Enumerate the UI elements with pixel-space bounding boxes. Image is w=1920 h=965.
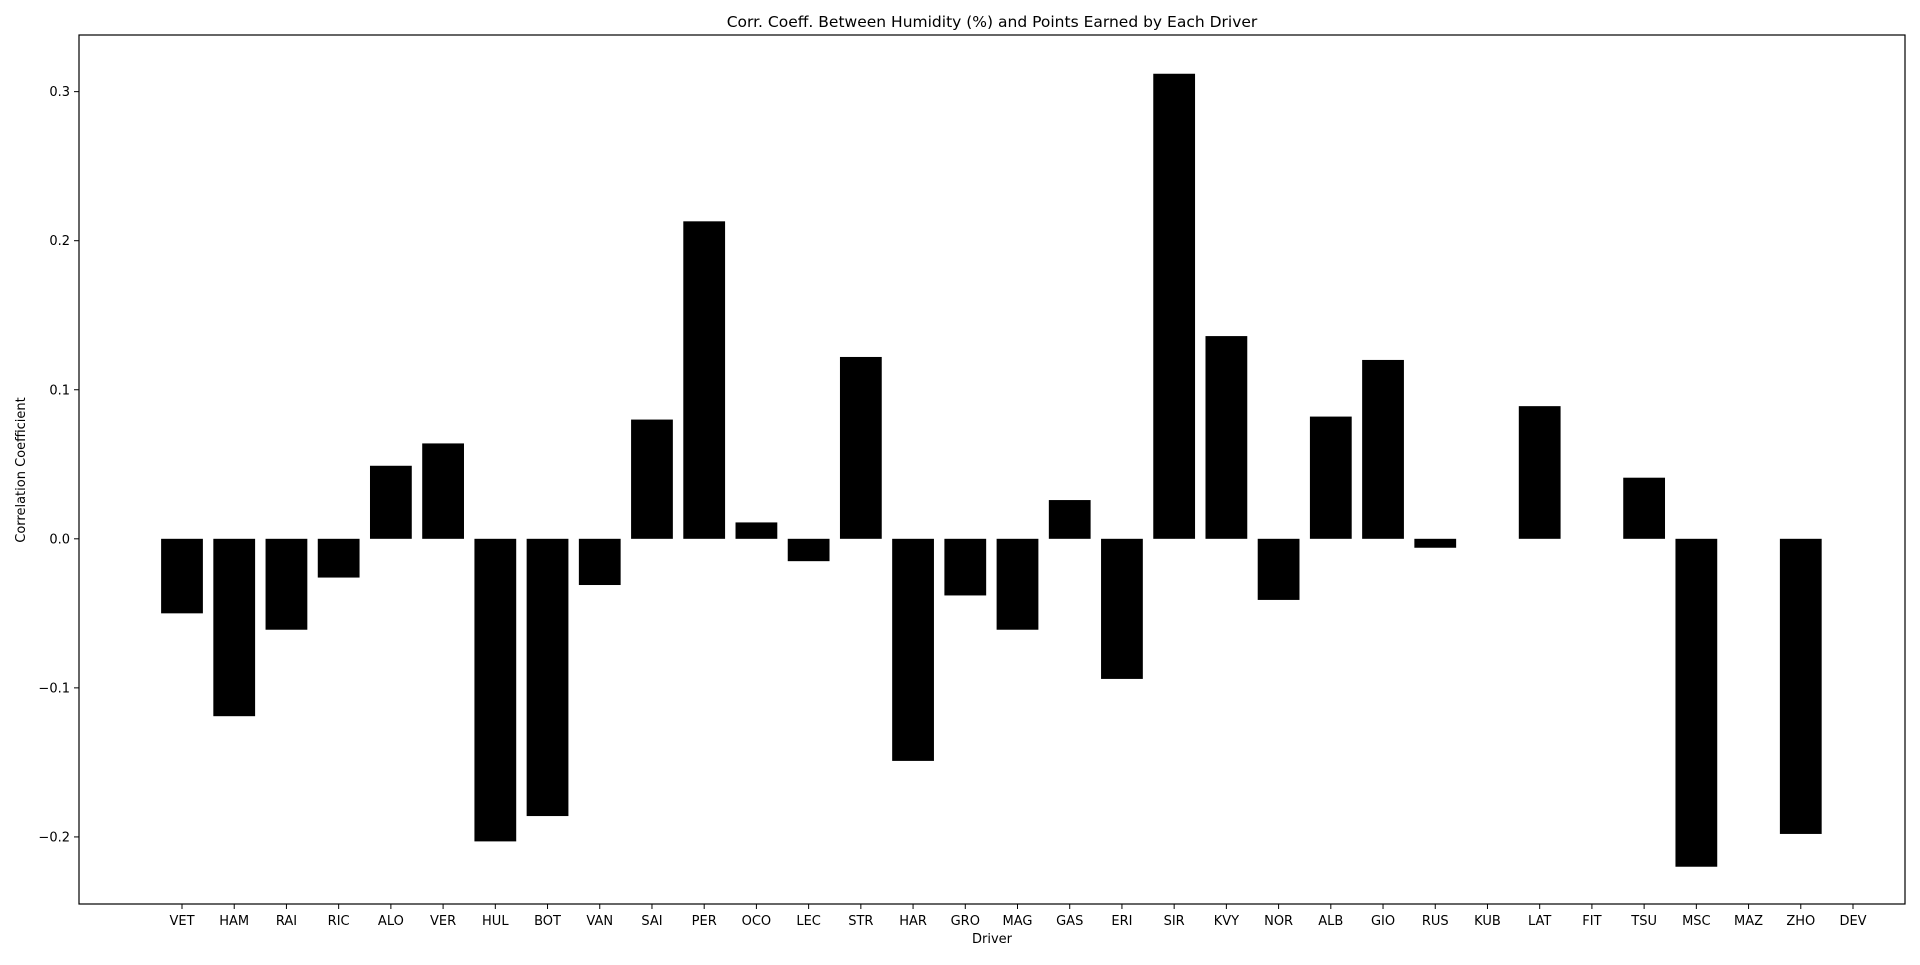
- bar-per: [683, 221, 726, 539]
- x-tick-label: MSC: [1682, 914, 1711, 929]
- y-axis: −0.2 −0.1 0.0 0.1 0.2 0.3: [38, 85, 79, 845]
- x-tick-label: ALB: [1318, 914, 1343, 929]
- bar-gas: [1048, 500, 1091, 539]
- x-tick-label: DEV: [1839, 914, 1866, 929]
- bar-rus: [1414, 538, 1457, 548]
- bar-ham: [213, 538, 256, 717]
- bar-eri: [1101, 538, 1143, 679]
- bar-oco: [735, 522, 778, 539]
- x-tick-label: RUS: [1422, 914, 1449, 929]
- bars-group: [161, 73, 1822, 867]
- x-tick-label: KUB: [1474, 914, 1501, 929]
- x-tick-label: PER: [692, 914, 717, 929]
- bar-gio: [1362, 359, 1404, 539]
- x-tick-label: VER: [430, 914, 456, 929]
- x-tick-label: TSU: [1630, 914, 1657, 929]
- bar-bot: [526, 538, 569, 817]
- x-tick-label: SAI: [641, 914, 662, 929]
- y-tick-label: −0.1: [38, 681, 70, 696]
- bar-alo: [369, 465, 412, 539]
- bar-str: [839, 356, 882, 539]
- chart-title: Corr. Coeff. Between Humidity (%) and Po…: [727, 13, 1258, 31]
- x-tick-label: BOT: [534, 914, 561, 929]
- bar-lat: [1518, 406, 1561, 539]
- y-tick-label: −0.2: [38, 830, 70, 845]
- bar-van: [578, 538, 621, 586]
- bar-alb: [1309, 416, 1352, 539]
- bar-sir: [1153, 73, 1196, 539]
- x-tick-label: VET: [169, 914, 194, 929]
- bar-tsu: [1623, 477, 1666, 539]
- bar-sai: [631, 419, 673, 539]
- y-tick-label: 0.2: [49, 234, 70, 249]
- bar-gro: [944, 538, 987, 596]
- y-tick-label: 0.1: [49, 383, 70, 398]
- x-tick-label: HAR: [899, 914, 927, 929]
- bar-ric: [317, 538, 360, 578]
- x-axis-label: Driver: [972, 932, 1013, 947]
- x-tick-label: FIT: [1582, 914, 1601, 929]
- x-tick-label: SIR: [1164, 914, 1185, 929]
- x-tick-label: GAS: [1056, 914, 1083, 929]
- x-tick-label: GIO: [1371, 914, 1395, 929]
- x-tick-label: STR: [848, 914, 873, 929]
- x-tick-label: MAZ: [1734, 914, 1763, 929]
- bar-hul: [474, 538, 517, 842]
- x-tick-label: ZHO: [1786, 914, 1815, 929]
- bar-rai: [265, 538, 308, 630]
- x-tick-label: HUL: [482, 914, 509, 929]
- x-tick-label: VAN: [586, 914, 613, 929]
- x-tick-label: RIC: [328, 914, 350, 929]
- x-tick-label: GRO: [951, 914, 980, 929]
- x-tick-label: OCO: [742, 914, 772, 929]
- y-tick-label: 0.3: [49, 85, 70, 100]
- bar-har: [892, 538, 934, 761]
- x-tick-label: NOR: [1264, 914, 1293, 929]
- x-tick-label: ERI: [1111, 914, 1132, 929]
- bar-ver: [422, 443, 464, 539]
- x-tick-label: LEC: [796, 914, 821, 929]
- bar-mag: [996, 538, 1039, 630]
- x-axis: VET HAM RAI RIC ALO VER HUL BOT VAN SAI PER OCO LEC S…: [169, 904, 1867, 929]
- bar-vet: [161, 538, 203, 614]
- x-tick-label: ALO: [378, 914, 404, 929]
- x-tick-label: KVY: [1214, 914, 1239, 929]
- x-tick-label: MAG: [1003, 914, 1033, 929]
- x-tick-label: RAI: [276, 914, 297, 929]
- bar-lec: [787, 538, 830, 562]
- plot-frame: [78, 34, 1906, 905]
- bar-nor: [1257, 538, 1300, 600]
- x-tick-label: HAM: [219, 914, 249, 929]
- x-tick-label: LAT: [1528, 914, 1551, 929]
- bar-kvy: [1205, 336, 1248, 539]
- y-tick-label: 0.0: [49, 532, 70, 547]
- y-axis-label: Correlation Coefficient: [14, 397, 29, 543]
- bar-msc: [1675, 538, 1718, 867]
- bar-zho: [1779, 538, 1822, 834]
